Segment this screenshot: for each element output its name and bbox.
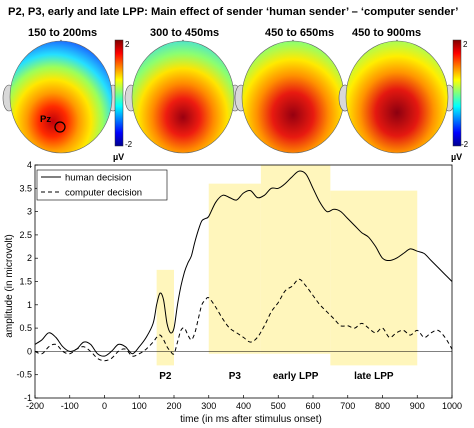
topomap-head-2 [124,39,242,154]
x-axis-title: time (in ms after stimulus onset) [180,414,322,425]
x-tick-label: 400 [236,401,251,411]
topomap-label-2: 300 to 450ms [150,27,219,39]
x-tick-label: 0 [102,401,107,411]
y-tick-label: -1 [24,393,32,403]
y-tick-label: 2.5 [19,230,32,240]
x-tick-label: 600 [305,401,320,411]
y-tick-label: -0.5 [16,370,32,380]
colorbar-left-min: -2 [125,140,133,149]
x-tick-label: 300 [201,401,216,411]
x-tick-label: -100 [61,401,79,411]
y-tick-label: 3 [27,207,32,217]
tick-labels: -200 -100 0 100 200 300 400 500 600 700 800 900 1000… [16,160,462,411]
x-tick-label: 500 [271,401,286,411]
y-tick-label: 0 [27,346,32,356]
colorbar-right-max: 2 [463,40,468,49]
y-tick-label: 3.5 [19,183,32,193]
topomap-head-4 [338,39,456,154]
highlight-window-0 [156,269,174,366]
highlight-windows [156,165,418,366]
highlight-window-2 [260,165,331,354]
electrode-label-pz: Pz [40,114,51,125]
y-tick-label: 1 [27,300,32,310]
pz-electrode-marker [54,121,66,133]
colorbar-right: 2 -2 µV [451,39,469,162]
highlight-window-3 [330,190,418,366]
colorbar-right-unit: µV [451,152,462,162]
x-tick-label: 900 [410,401,425,411]
axes [34,164,453,399]
colorbar-left-unit: µV [113,152,124,162]
y-tick-label: 1.5 [19,277,32,287]
window-labels: P2 P3 early LPP late LPP [159,371,394,382]
colorbar-left: 2 -2 µV [113,39,133,162]
window-label-1: P3 [229,371,242,382]
series-lines [34,170,453,362]
legend-label-human: human decision [65,173,132,184]
erp-chart: -200 -100 0 100 200 300 400 500 600 700 800 900 1000… [4,160,462,425]
window-label-3: late LPP [354,371,394,382]
topomap-head-3 [234,39,352,154]
highlight-window-1 [208,183,261,354]
topomap-label-1: 150 to 200ms [28,27,97,39]
series-line-computer-decision [34,278,453,362]
x-tick-label: 100 [132,401,147,411]
x-tick-label: 800 [375,401,390,411]
y-axis-title: amplitude (in microvolt) [4,234,15,337]
topomap-head-1: Pz [2,39,120,154]
topomap-label-3: 450 to 650ms [265,27,334,39]
y-tick-label: 2 [27,253,32,263]
legend: human decision computer decision [36,169,168,201]
legend-label-computer: computer decision [65,188,142,199]
y-tick-label: 0.5 [19,323,32,333]
topomap-label-4: 450 to 900ms [352,27,421,39]
window-label-0: P2 [159,371,172,382]
window-label-2: early LPP [273,371,319,382]
x-tick-label: 700 [340,401,355,411]
x-tick-label: 200 [166,401,181,411]
x-tick-label: 1000 [442,401,462,411]
y-tick-label: 4 [27,160,32,170]
figure-title: P2, P3, early and late LPP: Main effect … [8,6,458,18]
colorbar-right-min: -2 [461,140,469,149]
x-tick-label: -200 [26,401,44,411]
colorbar-left-max: 2 [125,40,130,49]
series-line-human-decision [34,170,453,357]
